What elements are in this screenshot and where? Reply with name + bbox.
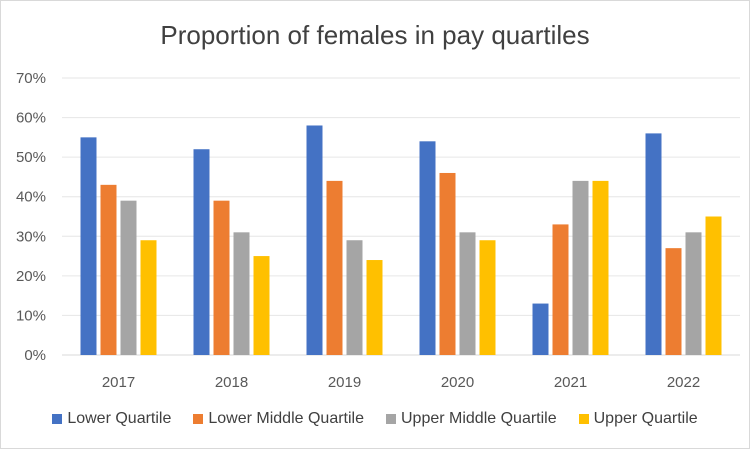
- bar-upper-middle-quartile: [346, 240, 363, 355]
- bar-lower-quartile: [306, 125, 323, 355]
- legend-swatch: [578, 414, 589, 424]
- bar-upper-quartile: [253, 256, 270, 355]
- bar-lower-quartile: [80, 137, 97, 355]
- legend-label: Lower Middle Quartile: [208, 410, 364, 427]
- bar-lower-quartile: [532, 303, 549, 355]
- legend-item: Upper Quartile: [578, 410, 698, 428]
- y-tick-label: 10%: [16, 307, 46, 324]
- bar-lower-middle-quartile: [439, 172, 456, 355]
- bar-lower-quartile: [645, 133, 662, 355]
- bar-upper-quartile: [705, 216, 722, 355]
- bar-upper-quartile: [592, 180, 609, 355]
- legend-item: Lower Middle Quartile: [193, 410, 364, 428]
- y-tick-label: 60%: [16, 110, 46, 127]
- x-tick-label: 2020: [441, 374, 474, 391]
- legend-item: Lower Quartile: [52, 410, 171, 428]
- y-tick-label: 70%: [16, 70, 46, 87]
- legend-label: Upper Middle Quartile: [401, 410, 557, 427]
- bar-lower-quartile: [193, 149, 210, 355]
- legend-label: Lower Quartile: [67, 410, 172, 427]
- chart-legend: Lower Quartile Lower Middle Quartile Upper…: [0, 410, 750, 428]
- bar-upper-middle-quartile: [233, 232, 250, 355]
- x-tick-label: 2018: [215, 374, 248, 391]
- y-tick-label: 30%: [16, 228, 46, 245]
- x-tick-label: 2019: [328, 374, 361, 391]
- chart-title: Proportion of females in pay quartiles: [160, 20, 590, 50]
- bar-upper-middle-quartile: [685, 232, 702, 355]
- bar-upper-middle-quartile: [459, 232, 476, 355]
- y-tick-label: 40%: [16, 189, 46, 206]
- bar-lower-middle-quartile: [665, 248, 682, 355]
- legend-item: Upper Middle Quartile: [386, 410, 557, 428]
- legend-swatch: [52, 414, 63, 424]
- legend-swatch: [386, 414, 396, 424]
- x-tick-label: 2021: [554, 374, 587, 391]
- bar-lower-middle-quartile: [100, 184, 117, 355]
- bar-upper-quartile: [479, 240, 496, 355]
- bar-upper-middle-quartile: [120, 200, 137, 355]
- y-tick-label: 50%: [16, 149, 46, 166]
- x-tick-label: 2017: [102, 374, 135, 391]
- y-tick-label: 20%: [16, 268, 46, 285]
- x-tick-label: 2022: [667, 374, 700, 391]
- bar-upper-quartile: [140, 240, 157, 355]
- bar-upper-middle-quartile: [572, 180, 589, 355]
- bar-upper-quartile: [366, 260, 383, 355]
- y-tick-label: 0%: [24, 347, 46, 364]
- bar-lower-quartile: [419, 141, 436, 355]
- bar-lower-middle-quartile: [213, 200, 230, 355]
- bar-lower-middle-quartile: [326, 180, 343, 355]
- bar-lower-middle-quartile: [552, 224, 569, 355]
- legend-swatch: [193, 414, 204, 424]
- legend-label: Upper Quartile: [593, 410, 698, 427]
